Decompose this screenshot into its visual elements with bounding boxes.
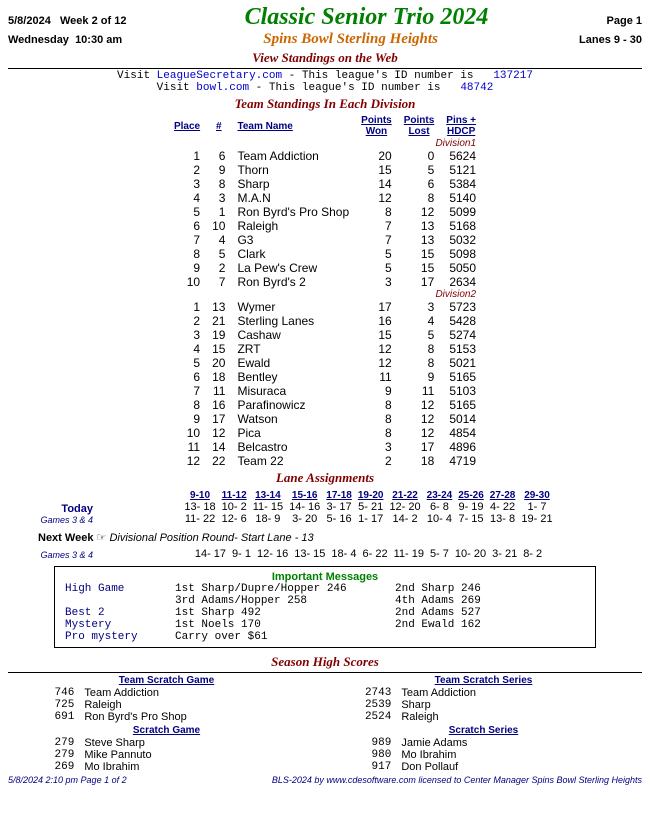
center-name: Spins Bowl Sterling Heights — [263, 31, 438, 48]
txt: - This league's ID number is — [282, 70, 480, 82]
message-row: Pro mysteryCarry over $61 — [65, 631, 585, 643]
table-row: 113Wymer1735723 — [168, 300, 482, 314]
col-num: # — [206, 114, 231, 138]
table-row: 1222Team 222184719 — [168, 454, 482, 468]
week: Week 2 of 12 — [60, 15, 126, 27]
header-sub: Wednesday 10:30 am Spins Bowl Sterling H… — [8, 31, 642, 48]
games-label-2: Games 3 & 4 — [8, 550, 93, 560]
standings-table: Place # Team Name PointsWon PointsLost P… — [168, 114, 482, 468]
col-pins: Pins +HDCP — [440, 114, 482, 138]
txt: - This league's ID number is — [249, 82, 447, 94]
important-messages: Important Messages High Game1st Sharp/Du… — [54, 566, 596, 648]
score-block: Scratch Game279Steve Sharp279Mike Pannut… — [14, 725, 318, 773]
table-row: 16Team Addiction2005624 — [168, 149, 482, 163]
url: bowl.com — [196, 82, 249, 94]
table-row: 917Watson8125014 — [168, 412, 482, 426]
url: LeagueSecretary.com — [157, 70, 282, 82]
divider — [8, 672, 642, 673]
header-top: 5/8/2024 Week 2 of 12 Classic Senior Tri… — [8, 4, 642, 31]
table-row: 610Raleigh7135168 — [168, 219, 482, 233]
score-block: Scratch Series989Jamie Adams980Mo Ibrahi… — [331, 725, 635, 773]
col-lost: PointsLost — [398, 114, 441, 138]
lanes-range: Lanes 9 - 30 — [579, 34, 642, 46]
lane-table-today: 9-1011-1213-1415-1617-1819-2021-2223-242… — [181, 490, 555, 525]
next-week-desc: Divisional Position Round- Start Lane - … — [109, 532, 313, 544]
time: 10:30 am — [75, 34, 122, 46]
table-row: 711Misuraca9115103 — [168, 384, 482, 398]
footer: 5/8/2024 2:10 pm Page 1 of 2 BLS-2024 by… — [8, 775, 642, 785]
lanes-title: Lane Assignments — [8, 470, 642, 486]
next-week-label: Next Week — [38, 532, 93, 544]
league-id: 48742 — [460, 82, 493, 94]
table-row: 415ZRT1285153 — [168, 342, 482, 356]
view-web: View Standings on the Web — [8, 50, 642, 66]
link-line-2: Visit bowl.com - This league's ID number… — [8, 82, 642, 94]
table-row: 43M.A.N1285140 — [168, 191, 482, 205]
txt: Visit — [117, 70, 157, 82]
table-row: 51Ron Byrd's Pro Shop8125099 — [168, 205, 482, 219]
table-row: 74G37135032 — [168, 233, 482, 247]
table-row: 92La Pew's Crew5155050 — [168, 261, 482, 275]
table-row: 520Ewald1285021 — [168, 356, 482, 370]
table-row: 618Bentley1195165 — [168, 370, 482, 384]
page-num: Page 1 — [607, 15, 642, 27]
pointer-icon: ☞ — [97, 532, 107, 544]
footer-left: 5/8/2024 2:10 pm Page 1 of 2 — [8, 775, 127, 785]
date: 5/8/2024 — [8, 15, 51, 27]
today-label: Today — [8, 503, 93, 515]
league-title: Classic Senior Trio 2024 — [245, 4, 489, 31]
table-row: 29Thorn1555121 — [168, 163, 482, 177]
footer-right: BLS-2024 by www.cdesoftware.com licensed… — [272, 775, 642, 785]
games-label: Games 3 & 4 — [8, 515, 93, 525]
division-label: Division1 — [168, 138, 482, 149]
day: Wednesday — [8, 34, 69, 46]
divider — [8, 68, 642, 69]
season-title: Season High Scores — [8, 654, 642, 670]
division-label: Division2 — [168, 289, 482, 300]
table-row: 319Cashaw1555274 — [168, 328, 482, 342]
table-row: 816Parafinowicz8125165 — [168, 398, 482, 412]
lane-today-block: Today Games 3 & 4 9-1011-1213-1415-1617-… — [8, 490, 642, 525]
table-row: 107Ron Byrd's 23172634 — [168, 275, 482, 289]
standings-title: Team Standings In Each Division — [8, 96, 642, 112]
league-id: 137217 — [493, 70, 533, 82]
col-name: Team Name — [231, 114, 355, 138]
message-row: High Game1st Sharp/Dupre/Hopper 2462nd S… — [65, 583, 585, 595]
message-row: Mystery1st Noels 1702nd Ewald 162 — [65, 619, 585, 631]
lane-next-block: Games 3 & 4 14- 179- 112- 1613- 1518- 46… — [8, 548, 642, 560]
table-row: 85Clark5155098 — [168, 247, 482, 261]
col-won: PointsWon — [355, 114, 398, 138]
important-title: Important Messages — [65, 571, 585, 583]
table-row: 1012Pica8124854 — [168, 426, 482, 440]
message-row: 3rd Adams/Hopper 2584th Adams 269 — [65, 595, 585, 607]
message-row: Best 21st Sharp 4922nd Adams 527 — [65, 607, 585, 619]
table-row: 221Sterling Lanes1645428 — [168, 314, 482, 328]
txt: Visit — [157, 82, 197, 94]
next-week-block: Next Week ☞ Divisional Position Round- S… — [38, 531, 642, 544]
table-row: 1114Belcastro3174896 — [168, 440, 482, 454]
score-block: Team Scratch Series2743Team Addiction253… — [331, 675, 635, 723]
lane-table-next: 14- 179- 112- 1613- 1518- 46- 2211- 195-… — [192, 548, 545, 560]
score-block: Team Scratch Game746Team Addiction725Ral… — [14, 675, 318, 723]
link-line-1: Visit LeagueSecretary.com - This league'… — [8, 70, 642, 82]
table-row: 38Sharp1465384 — [168, 177, 482, 191]
col-place: Place — [168, 114, 206, 138]
